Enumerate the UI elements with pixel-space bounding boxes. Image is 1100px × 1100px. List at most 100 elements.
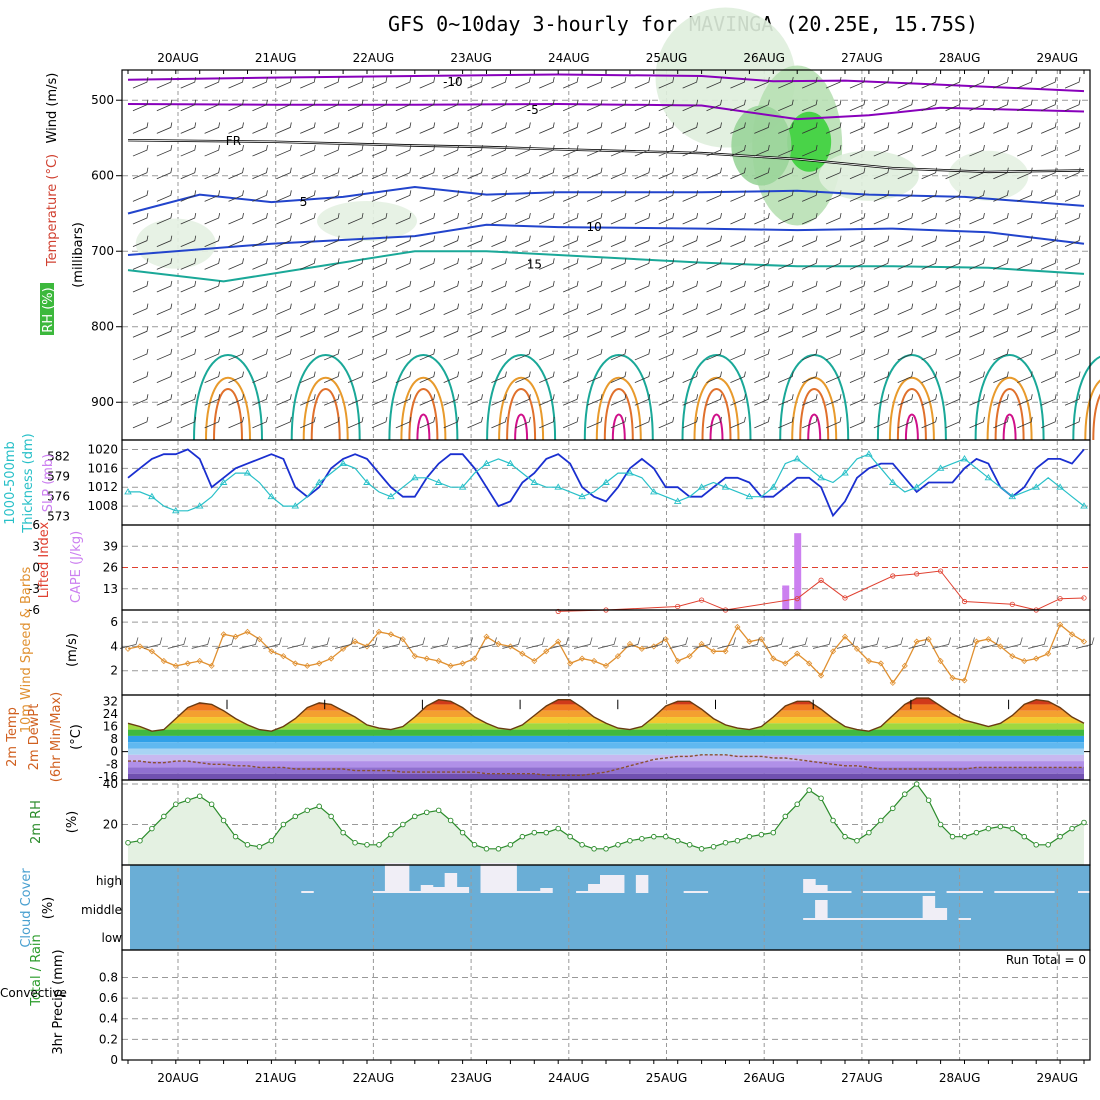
wind-barb	[228, 122, 244, 134]
wind-speed-point	[328, 655, 335, 662]
cloud-middle-bar	[874, 918, 888, 920]
thickness-axis-label: Thickness (dm)	[21, 433, 36, 533]
wind-barb	[323, 394, 340, 406]
wind-barb	[323, 167, 340, 180]
rh-point	[770, 829, 777, 836]
thickness-marker	[339, 459, 347, 467]
rh-point	[292, 813, 299, 820]
diurnal-contour	[709, 413, 724, 441]
wind-barb	[921, 212, 938, 225]
wind-barb	[586, 99, 603, 112]
wind-barb	[132, 77, 149, 89]
cloud-level-tick: low	[102, 931, 123, 945]
wind-barb	[825, 394, 842, 406]
wind10-barb	[741, 637, 760, 649]
wind-barb	[156, 99, 173, 112]
wind-barb	[180, 371, 197, 383]
wind-barb	[945, 348, 961, 361]
wind-barb	[252, 144, 268, 157]
wind10-barb	[1052, 637, 1071, 649]
thickness-marker	[458, 483, 467, 490]
cloud-high-bar	[994, 891, 1007, 893]
rh-point	[710, 844, 717, 850]
cape-tick: 26	[103, 561, 118, 575]
rh2m-axis-label: 2m RH	[29, 800, 44, 844]
wind-speed-point	[1068, 631, 1076, 638]
wind-barb	[443, 348, 460, 361]
wind-barb	[132, 371, 149, 383]
wind-barb	[443, 326, 460, 338]
wind-speed-point	[483, 633, 490, 640]
wind-barb	[873, 144, 890, 157]
date-label-bottom: 23AUG	[450, 1071, 492, 1085]
wind-barb	[610, 394, 627, 406]
cape-axis-label: CAPE (J/kg)	[69, 531, 84, 603]
wind-barb	[1017, 303, 1033, 316]
rh-point	[412, 813, 418, 820]
rh-point	[424, 809, 430, 816]
thickness-axis-label-top: 1000-500mb	[3, 441, 18, 525]
wind-barb	[562, 235, 579, 248]
wind10-axis-label: 10m Wind Speed & Barbs	[19, 567, 34, 734]
wind-barb	[156, 280, 173, 293]
wind-barb	[682, 416, 699, 429]
wind10-barb	[526, 637, 545, 649]
wind-barb	[1040, 212, 1057, 225]
date-label-top: 26AUG	[743, 51, 785, 65]
wind-barb	[849, 77, 866, 89]
wind-barb	[1017, 99, 1033, 112]
wind-barb	[778, 122, 794, 134]
rh-axis-label: RH (%)	[41, 287, 56, 332]
wind-barb	[945, 122, 961, 134]
wind-barb	[969, 280, 985, 293]
wind-axis-label: Wind (m/s)	[45, 73, 60, 144]
wind-barb	[180, 122, 197, 134]
wind-barb	[539, 348, 555, 361]
wind-barb	[706, 212, 722, 225]
temp-line	[127, 697, 1085, 732]
cloud-high-bar	[910, 891, 924, 893]
wind-barb	[228, 280, 244, 293]
thickness-marker	[243, 469, 252, 476]
wind-barb	[419, 167, 436, 180]
rh-point	[830, 817, 836, 824]
temp-band	[128, 717, 1084, 724]
wind-barb	[491, 416, 507, 429]
wind-barb	[180, 394, 197, 406]
wind-barb	[323, 235, 340, 248]
temp-band	[128, 710, 1084, 718]
wind-barb	[586, 235, 603, 248]
rh-point	[913, 781, 920, 787]
wind-barb	[634, 77, 651, 89]
li-tick: 3	[32, 539, 40, 553]
thickness-marker	[1032, 483, 1040, 490]
rh-point	[173, 801, 179, 808]
wind-barb	[156, 371, 173, 383]
wind-speed-point	[220, 631, 227, 638]
wind-barb	[562, 348, 579, 361]
wind-barb	[945, 258, 961, 270]
wind-barb	[873, 303, 890, 316]
rh-point	[997, 823, 1004, 830]
wind-barb	[945, 416, 961, 429]
cloud-high-bar	[635, 875, 649, 893]
wind-barb	[778, 326, 794, 338]
wind-barb	[969, 99, 985, 112]
wind-barb	[993, 212, 1009, 225]
contour-label: -5	[527, 103, 539, 117]
wind-barb	[730, 122, 746, 134]
wind-barb	[276, 394, 292, 406]
wind-barb	[276, 99, 292, 112]
wind-barb	[467, 258, 483, 270]
cloud-middle-bar	[910, 918, 924, 920]
cloud-high-bar	[516, 891, 529, 893]
wind-barb	[204, 212, 221, 225]
wind-barb	[132, 348, 149, 361]
wind-barb	[825, 190, 842, 202]
wind-speed-point	[507, 643, 514, 650]
rh-point	[519, 833, 526, 840]
wind-barb	[562, 190, 579, 202]
temp-tick: 8	[110, 732, 118, 746]
wind-barb	[969, 190, 985, 202]
rh-point	[328, 813, 334, 820]
